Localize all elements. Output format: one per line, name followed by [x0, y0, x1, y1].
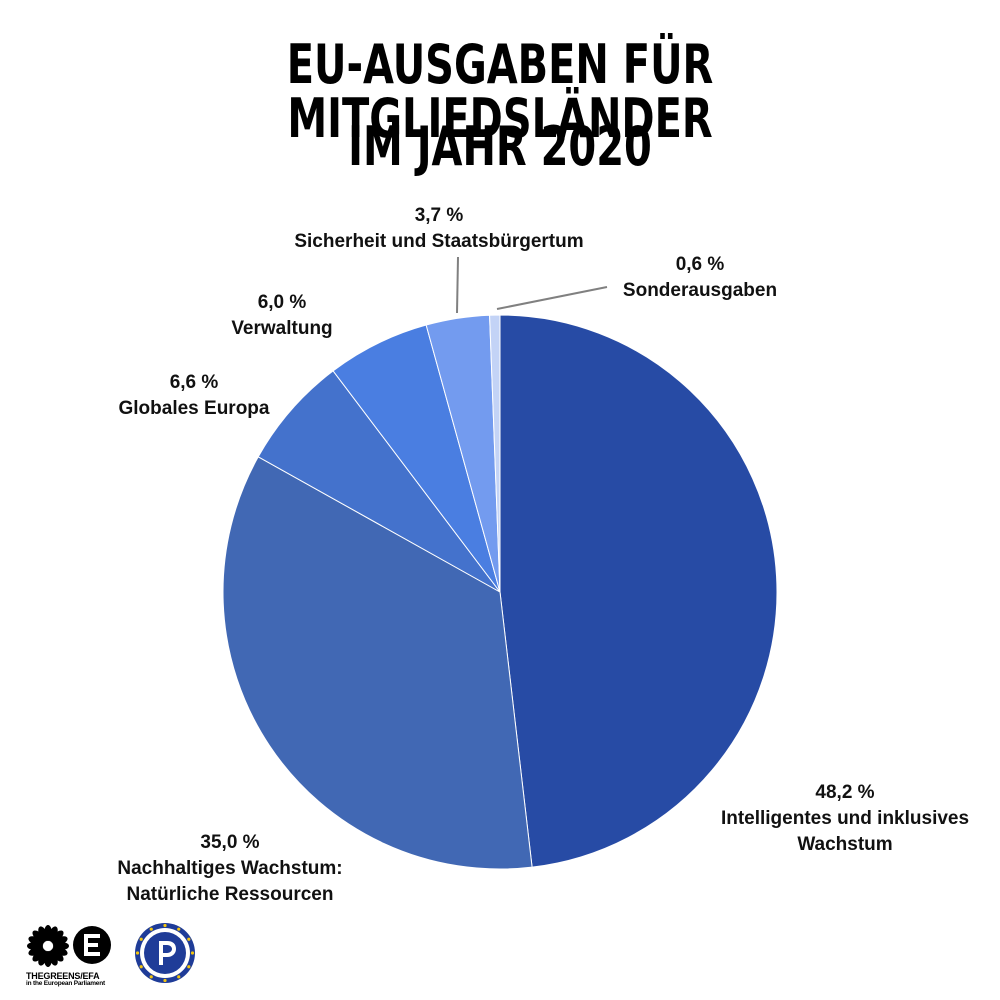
leader-line — [496, 286, 608, 310]
data-label-category: Sonderausgaben — [623, 280, 777, 301]
pie-slice — [489, 314, 501, 593]
chart-title-line2: IM JAHR 2020 — [348, 115, 652, 178]
greens-logo-subtitle: in the European Parliament — [26, 980, 105, 988]
data-label-value: 3,7 % — [415, 205, 464, 226]
greens-logo-name: THEGREENS/EFA — [26, 971, 100, 981]
data-label-category: Globales Europa — [119, 398, 270, 419]
data-label-category: Intelligentes und inklusives — [721, 808, 969, 829]
data-label-category: Nachhaltiges Wachstum: — [117, 858, 342, 879]
data-label-category: Sicherheit und Staatsbürgertum — [294, 231, 583, 252]
data-label-value: 6,6 % — [170, 372, 219, 393]
data-label-value: 35,0 % — [200, 832, 259, 853]
pirate-party-icon — [135, 923, 195, 983]
pie-slice — [222, 456, 533, 870]
data-label-category: Wachstum — [797, 834, 892, 855]
greens-sunflower-icon — [27, 925, 111, 967]
chart-title-line1: EU-AUSGABEN FÜR MITGLIEDSLÄNDER — [286, 33, 714, 150]
footer-logos: THEGREENS/EFA in the European Parliament — [22, 918, 222, 990]
leader-line — [456, 256, 459, 314]
data-label-value: 48,2 % — [815, 782, 874, 803]
pie-slice — [257, 370, 501, 593]
data-label-category: Natürliche Ressourcen — [127, 884, 334, 905]
data-label-value: 0,6 % — [676, 254, 725, 275]
data-label-category: Verwaltung — [231, 318, 332, 339]
data-label-value: 6,0 % — [258, 292, 307, 313]
greens-efa-logo: THEGREENS/EFA in the European Parliament — [26, 924, 126, 990]
pie-slice — [499, 314, 778, 868]
